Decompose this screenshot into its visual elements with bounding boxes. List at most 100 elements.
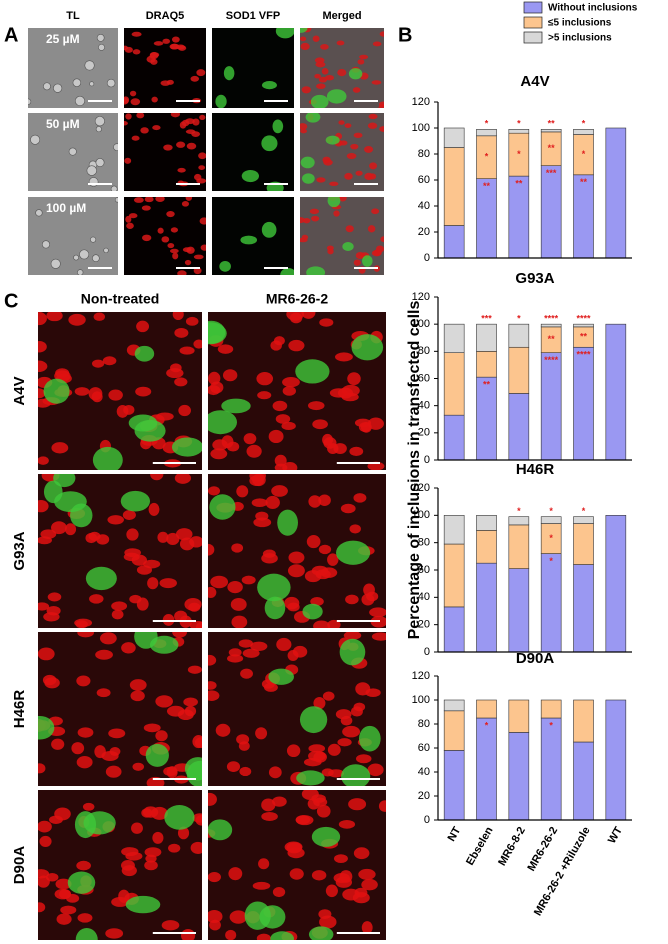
cell bbox=[72, 78, 82, 87]
nucleus bbox=[355, 170, 363, 176]
nucleus bbox=[148, 502, 160, 516]
significance-label: ** bbox=[515, 178, 523, 188]
bar-segment bbox=[476, 515, 497, 531]
micrograph bbox=[124, 113, 206, 191]
significance-label: * bbox=[582, 506, 586, 516]
nucleus bbox=[144, 860, 158, 871]
nucleus bbox=[38, 499, 49, 513]
nucleus bbox=[38, 388, 46, 399]
cell bbox=[103, 247, 109, 254]
bar-segment bbox=[540, 323, 562, 328]
micrograph bbox=[28, 197, 118, 275]
bar-segment bbox=[573, 346, 594, 461]
nucleus bbox=[238, 741, 250, 751]
cell bbox=[362, 255, 373, 267]
cell bbox=[268, 668, 294, 685]
nucleus bbox=[371, 208, 380, 215]
nucleus bbox=[284, 596, 300, 610]
nucleus bbox=[367, 122, 378, 129]
cell bbox=[261, 221, 277, 238]
nucleus bbox=[363, 145, 374, 153]
nucleus bbox=[175, 44, 186, 50]
cell bbox=[223, 66, 235, 81]
bar-segment bbox=[508, 393, 530, 461]
nucleus bbox=[227, 581, 243, 594]
cell bbox=[241, 169, 260, 183]
nucleus bbox=[141, 205, 151, 211]
cell bbox=[70, 503, 93, 528]
nucleus bbox=[272, 400, 288, 412]
y-tick-label: 20 bbox=[418, 790, 430, 802]
significance-label: ** bbox=[580, 177, 588, 187]
significance-label: **** bbox=[576, 314, 591, 324]
nucleus bbox=[170, 227, 179, 233]
cell bbox=[106, 78, 116, 88]
nucleus bbox=[366, 591, 379, 602]
nucleus bbox=[146, 55, 156, 63]
bar-segment bbox=[443, 710, 465, 751]
nucleus bbox=[369, 173, 377, 180]
nucleus bbox=[287, 564, 305, 578]
cell bbox=[38, 715, 55, 740]
nucleus bbox=[111, 601, 128, 611]
nucleus bbox=[369, 607, 386, 618]
nucleus bbox=[55, 878, 72, 890]
nucleus bbox=[208, 586, 217, 599]
nucleus bbox=[208, 909, 223, 923]
nucleus bbox=[38, 820, 52, 833]
nucleus bbox=[96, 688, 111, 698]
concentration-label: 100 µM bbox=[46, 201, 86, 215]
nucleus bbox=[241, 575, 256, 585]
nucleus bbox=[270, 340, 282, 351]
significance-label: **** bbox=[544, 314, 559, 324]
y-tick-label: 0 bbox=[424, 252, 430, 264]
cell bbox=[325, 135, 340, 145]
nucleus bbox=[300, 128, 307, 134]
nucleus bbox=[231, 543, 244, 553]
nucleus bbox=[199, 114, 206, 120]
nucleus bbox=[38, 360, 48, 373]
cell bbox=[77, 269, 84, 275]
nucleus bbox=[172, 312, 184, 321]
nucleus bbox=[321, 68, 329, 75]
nucleus bbox=[169, 248, 179, 254]
nucleus bbox=[295, 815, 311, 825]
bar-segment bbox=[443, 414, 465, 461]
nucleus bbox=[38, 902, 46, 913]
y-tick-label: 60 bbox=[418, 174, 430, 186]
nucleus bbox=[316, 177, 326, 183]
nucleus bbox=[161, 920, 180, 931]
nucleus bbox=[174, 610, 188, 623]
nucleus bbox=[38, 647, 55, 661]
nucleus bbox=[186, 142, 197, 150]
nucleus bbox=[190, 841, 202, 854]
bar-segment bbox=[605, 699, 627, 821]
nucleus bbox=[124, 96, 130, 104]
cell bbox=[270, 931, 294, 940]
bar-segment bbox=[508, 732, 530, 821]
nucleus bbox=[76, 756, 93, 769]
bar-segment bbox=[476, 129, 497, 137]
nucleus bbox=[379, 31, 384, 37]
x-tick-label: NT bbox=[446, 825, 464, 844]
nucleus bbox=[194, 737, 202, 748]
nucleus bbox=[300, 123, 308, 130]
nucleus bbox=[308, 744, 326, 753]
cell bbox=[208, 410, 237, 435]
nucleus bbox=[338, 820, 356, 829]
legend-swatch bbox=[523, 16, 543, 29]
nucleus bbox=[208, 681, 217, 690]
nucleus bbox=[121, 847, 139, 857]
nucleus bbox=[126, 528, 139, 541]
cell bbox=[35, 209, 43, 217]
nucleus bbox=[184, 259, 192, 266]
nucleus bbox=[196, 69, 206, 77]
bar-segment bbox=[443, 515, 465, 545]
nucleus bbox=[311, 870, 327, 881]
cell bbox=[79, 249, 90, 260]
nucleus bbox=[268, 429, 284, 444]
nucleus bbox=[193, 267, 202, 275]
bar-segment bbox=[540, 352, 562, 461]
nucleus bbox=[136, 320, 150, 333]
cell bbox=[326, 89, 347, 104]
